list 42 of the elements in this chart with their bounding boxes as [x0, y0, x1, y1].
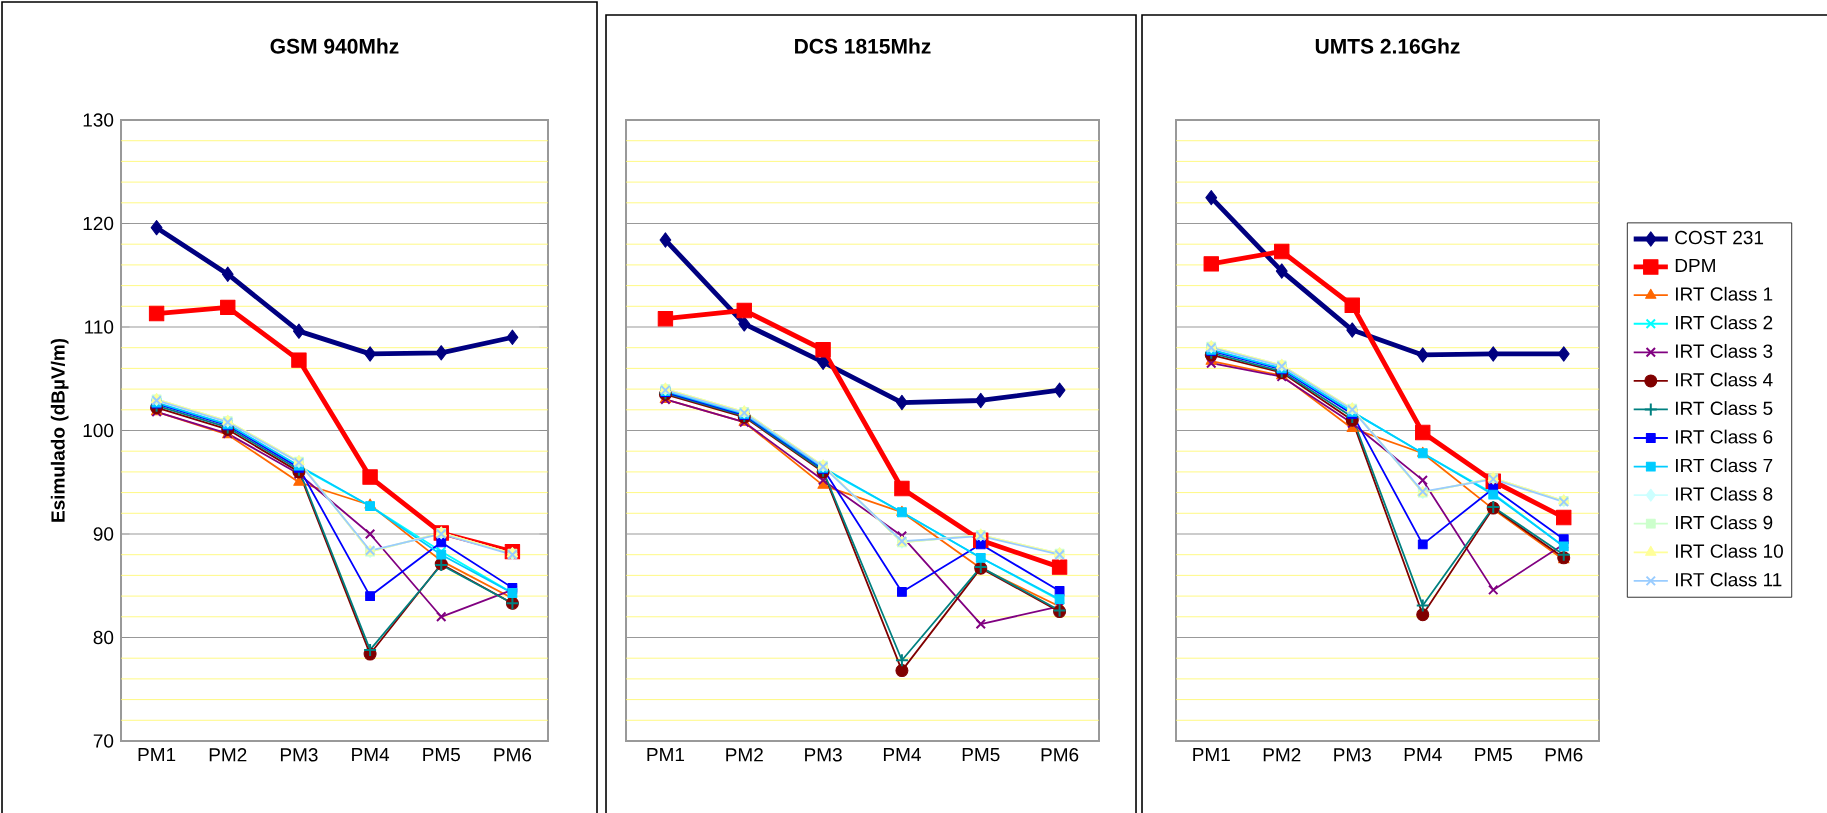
legend-label: IRT Class 1: [1676, 286, 1773, 301]
y-tick-label: 130: [83, 113, 114, 127]
x-tick-label: PM4: [1404, 748, 1442, 762]
chart-title: GSM 940Mhz: [270, 38, 399, 54]
y-tick-label: 90: [93, 527, 114, 541]
chart-title: DCS 1815Mhz: [795, 38, 931, 54]
legend-label: IRT Class 5: [1676, 401, 1773, 416]
legend-label: IRT Class 11: [1676, 572, 1782, 587]
x-tick-label: PM6: [1545, 748, 1583, 762]
legend-label: IRT Class 4: [1676, 372, 1773, 387]
legend-label: IRT Class 3: [1676, 343, 1773, 358]
legend-label: IRT Class 6: [1676, 429, 1773, 444]
y-axis-title: Esimulado (dBµV/m): [50, 338, 69, 522]
y-tick-label: 80: [93, 630, 114, 645]
x-tick-label: PM5: [423, 748, 460, 762]
chart-title: UMTS 2.16Ghz: [1315, 38, 1460, 54]
x-tick-label: PM4: [883, 748, 921, 762]
x-tick-label: PM6: [494, 748, 532, 762]
x-tick-label: PM6: [1041, 748, 1079, 762]
x-tick-label: PM3: [1334, 748, 1371, 762]
legend-label: IRT Class 8: [1676, 486, 1773, 501]
y-tick-label: 70: [93, 734, 114, 748]
x-tick-label: PM3: [280, 748, 318, 762]
legend-label: IRT Class 7: [1676, 458, 1773, 473]
x-tick-label: PM1: [138, 748, 176, 762]
x-tick-label: PM4: [352, 748, 390, 762]
legend-label: IRT Class 2: [1676, 315, 1773, 330]
x-tick-label: PM5: [962, 748, 1000, 762]
x-tick-label: PM1: [647, 748, 685, 762]
legend-label: IRT Class 9: [1676, 515, 1773, 530]
y-tick-label: 120: [83, 216, 114, 231]
legend-label: IRT Class 10: [1676, 543, 1783, 558]
legend-label: COST 231: [1675, 230, 1764, 245]
x-tick-label: PM3: [805, 748, 842, 762]
x-tick-label: PM2: [209, 748, 247, 762]
x-tick-label: PM5: [1475, 748, 1512, 762]
y-tick-label: 100: [83, 423, 114, 438]
x-tick-label: PM1: [1193, 748, 1230, 762]
y-tick-label: 110: [85, 320, 114, 334]
x-tick-label: PM2: [726, 748, 763, 762]
legend-label: DPM: [1675, 258, 1715, 272]
x-tick-label: PM2: [1263, 748, 1301, 762]
